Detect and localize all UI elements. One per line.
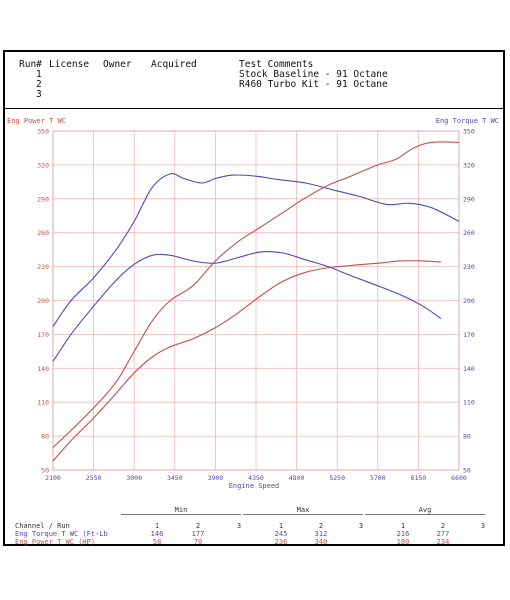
dyno-chart: 50 50 80 80 110 110 140 140 170 170 200 200 230 230 26… xyxy=(7,117,499,490)
stats-cell-min: 177 xyxy=(191,530,205,538)
y-tick-label-left: 320 xyxy=(37,161,49,169)
stats-group-max: Max xyxy=(296,506,310,514)
grid xyxy=(52,130,460,471)
col-owner: Owner xyxy=(103,59,132,70)
y-tick-label-right: 50 xyxy=(463,467,471,475)
y-tick-label-right: 80 xyxy=(463,433,471,441)
y-axis-label-left: Eng Power T WC xyxy=(7,117,66,125)
stats-cell-max: 1 xyxy=(278,522,284,530)
stats-cell-avg: 234 xyxy=(436,538,450,546)
series-lines xyxy=(52,141,460,462)
x-tick-label: 2550 xyxy=(86,474,102,482)
y-tick-label-left: 350 xyxy=(37,128,49,136)
x-tick-label: 6600 xyxy=(451,474,467,482)
series-line-run-2-power xyxy=(52,141,460,448)
stats-group-rule xyxy=(365,514,485,515)
y-tick-label-left: 230 xyxy=(37,263,49,271)
run-number: 3 xyxy=(36,89,42,100)
stats-cell-max: 312 xyxy=(314,530,328,538)
x-tick-label: 5250 xyxy=(329,474,345,482)
y-tick-label-right: 260 xyxy=(463,229,475,237)
stats-cell-max: 245 xyxy=(274,530,288,538)
stats-cell-min: 3 xyxy=(236,522,242,530)
stats-group-min: Min xyxy=(174,506,188,514)
stats-cell-avg: 2 xyxy=(440,522,446,530)
stats-row-label: Channel / Run xyxy=(15,522,70,530)
y-tick-label-right: 140 xyxy=(463,365,475,373)
y-axis-label-right: Eng Torque T WC xyxy=(436,117,499,125)
stats-cell-avg: 216 xyxy=(396,530,410,538)
x-tick-label: 6150 xyxy=(411,474,427,482)
col-license: License xyxy=(49,59,90,70)
stats-group-rule xyxy=(121,514,241,515)
stats-cell-max: 236 xyxy=(274,538,288,546)
y-tick-label-right: 200 xyxy=(463,297,475,305)
y-tick-label-right: 230 xyxy=(463,263,475,271)
x-tick-label: 4350 xyxy=(248,474,264,482)
stats-cell-min: 58 xyxy=(152,538,162,546)
y-tick-label-left: 170 xyxy=(37,331,49,339)
stats-cell-avg: 180 xyxy=(396,538,410,546)
x-tick-label: 3450 xyxy=(167,474,183,482)
y-tick-label-left: 110 xyxy=(37,399,49,407)
stats-cell-avg: 277 xyxy=(436,530,450,538)
run-number: 2 xyxy=(36,79,42,90)
y-tick-label-left: 290 xyxy=(37,195,49,203)
y-tick-label-left: 260 xyxy=(37,229,49,237)
stats-cell-max: 3 xyxy=(358,522,364,530)
col-run: Run# xyxy=(19,59,42,70)
x-tick-label: 3900 xyxy=(208,474,224,482)
stats-cell-avg: 3 xyxy=(480,522,486,530)
stats-cell-min: 1 xyxy=(154,522,160,530)
series-line-run-1-power xyxy=(52,260,442,462)
y-tick-label-right: 320 xyxy=(463,161,475,169)
series-line-run-2-torque xyxy=(52,173,460,327)
series-line-run-1-torque xyxy=(52,251,442,362)
run-comment: R460 Turbo Kit - 91 Octane xyxy=(239,79,388,90)
stats-row-label: Eng Torque T WC (Ft-Lb xyxy=(15,530,108,538)
run-comment: Stock Baseline - 91 Octane xyxy=(239,69,388,80)
stats-table: Min Max Avg Channel / Run 1 2 3 1 2 3 1 2 3 Eng Torqu… xyxy=(5,500,503,546)
col-acquired: Acquired xyxy=(151,59,197,70)
stats-group-avg: Avg xyxy=(418,506,432,514)
x-axis-label: Engine Speed xyxy=(229,482,280,490)
y-tick-label-left: 80 xyxy=(41,433,49,441)
x-tick-label: 3000 xyxy=(126,474,142,482)
stats-cell-max: 340 xyxy=(314,538,328,546)
y-tick-label-left: 140 xyxy=(37,365,49,373)
y-tick-label-left: 50 xyxy=(41,467,49,475)
stats-row-label: Eng Power T WC (HP) xyxy=(15,538,96,546)
plot-area-border xyxy=(52,130,460,471)
stats-cell-min: 2 xyxy=(195,522,201,530)
stats-cell-min: 146 xyxy=(150,530,164,538)
y-tick-label-left: 200 xyxy=(37,297,49,305)
stats-cell-avg: 1 xyxy=(400,522,406,530)
x-tick-label: 4800 xyxy=(289,474,305,482)
y-tick-label-right: 110 xyxy=(463,399,475,407)
x-tick-label: 5700 xyxy=(370,474,386,482)
x-tick-label: 2100 xyxy=(45,474,61,482)
stats-cell-min: 70 xyxy=(193,538,203,546)
run-table-header: Run# License Owner Acquired Test Comment… xyxy=(5,52,503,109)
tick-labels: 50 50 80 80 110 110 140 140 170 170 200 200 230 230 26… xyxy=(37,128,475,483)
run-number: 1 xyxy=(36,69,42,80)
y-tick-label-right: 290 xyxy=(463,195,475,203)
stats-group-rule xyxy=(243,514,363,515)
dyno-report: Run# License Owner Acquired Test Comment… xyxy=(3,50,505,546)
y-tick-label-right: 170 xyxy=(463,331,475,339)
y-tick-label-right: 350 xyxy=(463,128,475,136)
stats-cell-max: 2 xyxy=(318,522,324,530)
col-test-comments: Test Comments xyxy=(239,59,314,70)
